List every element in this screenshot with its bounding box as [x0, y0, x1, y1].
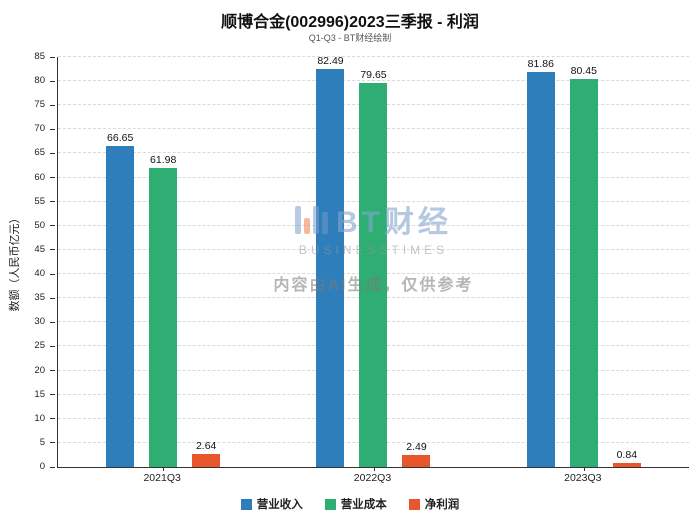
- legend-swatch: [324, 498, 336, 510]
- y-tick-label: 45: [34, 243, 45, 255]
- chart-subtitle: Q1-Q3 - BT财经绘制: [308, 33, 392, 43]
- legend-swatch: [240, 498, 252, 510]
- legend-item: 营业收入: [240, 496, 303, 512]
- gridline: [58, 80, 689, 82]
- bar: 82.49: [316, 55, 345, 467]
- bar-group: 66.65 61.98 2.64: [58, 132, 268, 467]
- y-tick-mark: [50, 321, 55, 323]
- y-tick-label: 80: [34, 75, 45, 87]
- y-tick-label: 15: [34, 388, 45, 400]
- y-tick-mark: [50, 104, 55, 106]
- x-tick-label: 2021Q3: [143, 472, 181, 484]
- y-tick-mark: [50, 177, 55, 179]
- bar-value-label: 66.65: [107, 131, 134, 144]
- plot-area: 66.65 61.98 2.64 82.49 79.65 2.49 81.86 80.45 0.…: [57, 55, 689, 471]
- y-tick-mark: [50, 345, 55, 347]
- y-tick-label: 0: [39, 461, 45, 472]
- y-tick-mark: [50, 56, 55, 58]
- x-axis-labels: 2021Q3 2022Q3 2023Q3: [57, 472, 688, 484]
- bar-group: 81.86 80.45 0.84: [479, 58, 689, 467]
- x-tick-mark: [163, 467, 165, 471]
- bar-group: 82.49 79.65 2.49: [268, 55, 478, 467]
- bar: 2.49: [402, 441, 431, 467]
- legend: 营业收入 营业成本 净利润: [0, 496, 700, 512]
- y-tick-mark: [50, 394, 55, 396]
- bar-value-label: 61.98: [150, 154, 177, 167]
- y-tick-label: 85: [34, 51, 45, 62]
- y-tick-label: 70: [34, 123, 45, 135]
- legend-swatch: [408, 498, 420, 510]
- bar-value-label: 81.86: [527, 58, 554, 71]
- x-tick-label: 2023Q3: [564, 472, 602, 484]
- legend-item: 净利润: [408, 496, 460, 512]
- bar: 80.45: [569, 65, 598, 467]
- y-tick-label: 40: [34, 268, 45, 280]
- y-tick-label: 5: [39, 436, 45, 448]
- y-tick-label: 55: [34, 195, 45, 207]
- bar-value-label: 0.84: [616, 448, 638, 461]
- legend-label: 营业成本: [340, 499, 387, 511]
- y-tick-mark: [50, 297, 55, 299]
- x-tick-mark: [583, 467, 585, 471]
- y-tick-label: 35: [34, 292, 45, 304]
- y-tick-mark: [50, 128, 55, 130]
- bar-value-label: 82.49: [317, 55, 344, 68]
- x-tick-mark: [373, 467, 375, 471]
- bar-value-label: 79.65: [360, 68, 387, 81]
- bar: 2.64: [192, 440, 221, 467]
- y-tick-label: 60: [34, 171, 45, 183]
- bar: 66.65: [106, 132, 135, 467]
- legend-label: 营业收入: [256, 499, 303, 511]
- y-tick-mark: [50, 225, 55, 227]
- y-tick-mark: [50, 273, 55, 275]
- y-tick-label: 75: [34, 99, 45, 111]
- bar-value-label: 2.49: [406, 441, 427, 453]
- y-tick-label: 10: [34, 412, 45, 424]
- bar-value-label: 2.64: [195, 440, 217, 453]
- chart-title: 顺博合金(002996)2023三季报 - 利润: [221, 14, 479, 31]
- y-tick-label: 30: [34, 316, 45, 328]
- y-axis-ticks: 0 5 10 15 20 25 30 35 40 45 50 55 60 65 70 75 80 85: [0, 51, 55, 472]
- y-tick-label: 65: [34, 147, 45, 159]
- legend-item: 营业成本: [324, 496, 387, 512]
- y-tick-mark: [50, 249, 55, 251]
- y-tick-mark: [50, 442, 55, 444]
- y-tick-mark: [50, 370, 55, 372]
- y-tick-mark: [50, 152, 55, 154]
- y-tick-mark: [50, 418, 55, 420]
- y-tick-mark: [50, 201, 55, 203]
- bar: 79.65: [359, 69, 388, 467]
- bar: 0.84: [612, 449, 641, 467]
- bar-groups: 66.65 61.98 2.64 82.49 79.65 2.49 81.86 80.45 0.…: [58, 55, 689, 467]
- legend-label: 净利润: [424, 499, 460, 511]
- y-tick-label: 20: [34, 364, 45, 376]
- y-tick-mark: [50, 80, 55, 82]
- y-tick-label: 50: [34, 219, 45, 231]
- bar-value-label: 80.45: [570, 64, 597, 77]
- y-tick-mark: [50, 466, 55, 468]
- bar: 61.98: [149, 154, 178, 467]
- x-tick-label: 2022Q3: [353, 472, 392, 484]
- y-tick-label: 25: [34, 340, 45, 352]
- bar: 81.86: [526, 58, 555, 467]
- gridline: [58, 56, 689, 57]
